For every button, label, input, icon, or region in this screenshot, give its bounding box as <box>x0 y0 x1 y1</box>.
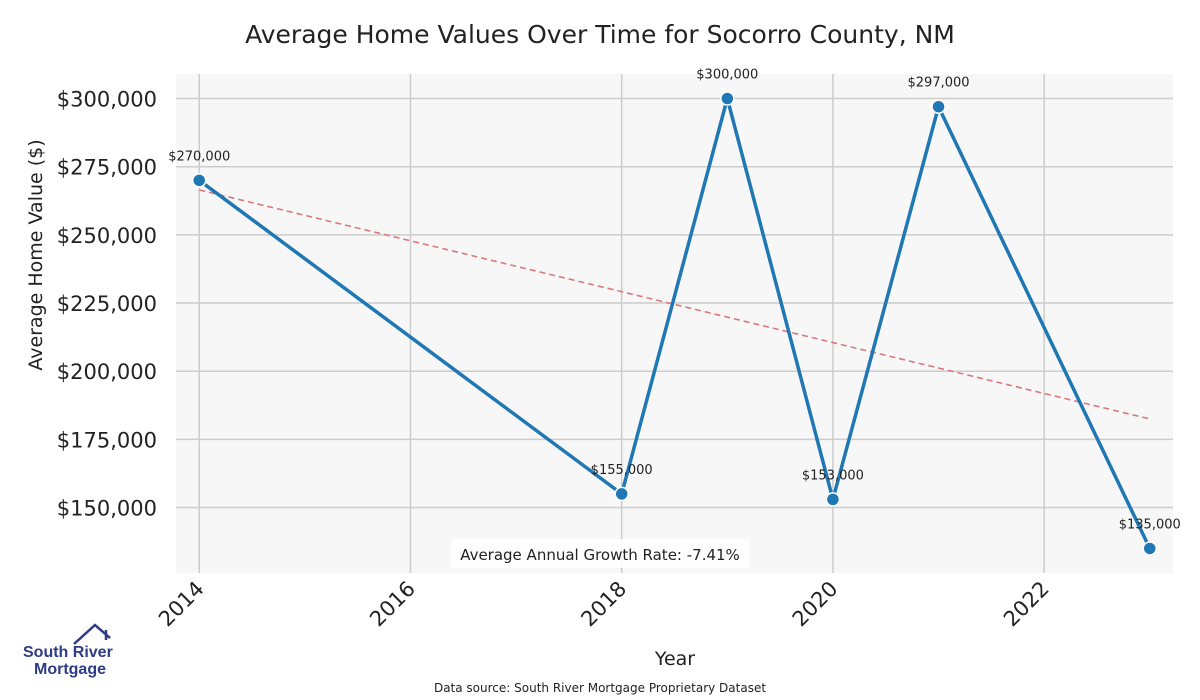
y-tick-label: $300,000 <box>57 88 157 112</box>
data-point <box>191 173 207 188</box>
y-tick-label: $200,000 <box>57 360 157 384</box>
data-label: $135,000 <box>1119 517 1181 532</box>
x-tick-labels: 2014 2016 2018 2020 2022 <box>154 577 1054 632</box>
series-line <box>198 96 1152 550</box>
points-layer <box>191 91 1158 556</box>
data-point <box>614 486 629 502</box>
logo-text-line1: South River <box>23 644 113 661</box>
data-label: $270,000 <box>168 149 230 164</box>
x-tick-label: 2020 <box>788 577 843 632</box>
x-tick-label: 2018 <box>576 577 631 632</box>
trendline <box>199 189 1150 420</box>
x-tick-label: 2014 <box>154 577 209 632</box>
y-tick-label: $225,000 <box>57 292 157 316</box>
annotation-text: Average Annual Growth Rate: -7.41% <box>460 546 740 564</box>
y-tick-label: $175,000 <box>57 428 157 452</box>
house-roof-icon <box>73 623 111 645</box>
series-layer <box>198 96 1152 550</box>
data-label: $300,000 <box>696 68 758 83</box>
y-tick-label: $275,000 <box>57 156 157 180</box>
plot-background <box>176 74 1173 573</box>
data-point <box>825 492 841 507</box>
y-tick-label: $250,000 <box>57 224 157 248</box>
data-label: $155,000 <box>591 463 653 478</box>
y-tick-labels: $150,000 $175,000 $200,000 $225,000 $250,000… <box>57 88 157 521</box>
trendline-layer <box>199 189 1150 420</box>
logo-text-line2: Mortgage <box>34 661 106 678</box>
x-tick-label: 2022 <box>999 577 1054 632</box>
data-point <box>1142 541 1158 556</box>
annotation-box <box>451 539 750 568</box>
chart-title: Average Home Values Over Time for Socorr… <box>245 20 955 49</box>
data-label: $153,000 <box>802 468 864 483</box>
grid <box>176 74 1173 573</box>
x-axis-label: Year <box>654 648 696 670</box>
growth-rate-annotation: Average Annual Growth Rate: -7.41% <box>451 539 750 568</box>
data-source-note: Data source: South River Mortgage Propri… <box>433 681 767 695</box>
x-tick-label: 2016 <box>365 577 420 632</box>
data-label: $297,000 <box>908 76 970 91</box>
y-tick-label: $150,000 <box>57 497 157 521</box>
data-labels-layer: $270,000 $155,000 $300,000 $153,000 $297,000… <box>168 68 1181 533</box>
data-point <box>931 99 946 114</box>
south-river-logo: South River Mortgage <box>20 622 120 682</box>
data-point <box>720 91 735 106</box>
y-axis-label-text: Average Home Value ($) <box>25 139 47 371</box>
